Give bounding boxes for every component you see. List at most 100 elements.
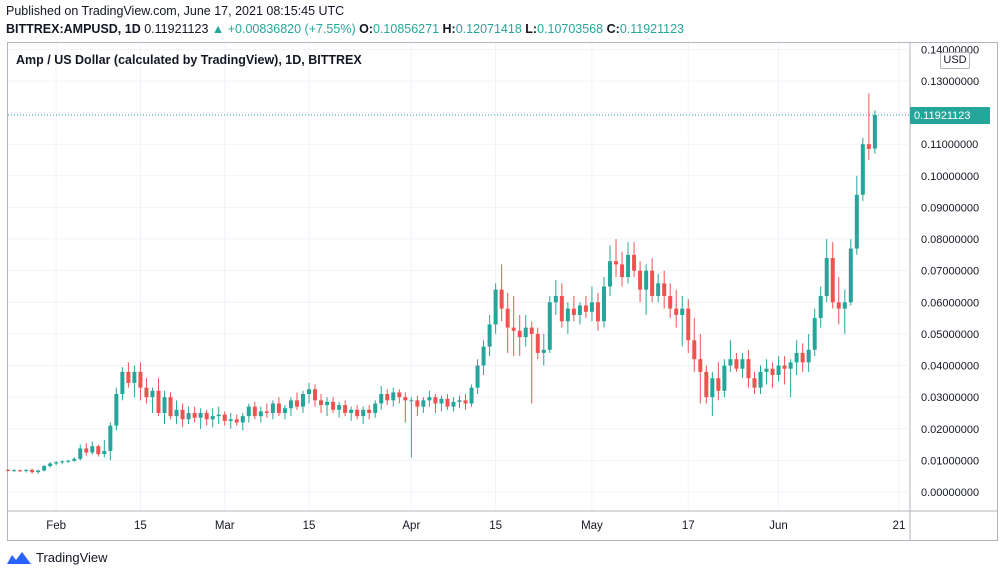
candle-body: [391, 392, 396, 401]
candle: [198, 408, 203, 429]
candle-body: [860, 144, 865, 195]
candle-body: [216, 414, 221, 417]
candle-body: [824, 258, 829, 296]
candle-body: [499, 289, 504, 309]
candle: [632, 242, 637, 277]
candle: [42, 464, 47, 472]
candle: [108, 422, 113, 461]
candle: [547, 295, 552, 353]
candle-body: [692, 340, 697, 360]
x-tick-label: Feb: [46, 520, 66, 532]
candle: [722, 359, 727, 398]
candle-body: [758, 371, 763, 388]
candle: [349, 406, 354, 421]
candle: [716, 362, 721, 401]
candle-body: [728, 359, 733, 366]
candle-body: [451, 401, 456, 407]
candle: [427, 390, 432, 407]
candle-body: [541, 349, 546, 353]
x-tick-label: Apr: [402, 520, 420, 532]
candle-body: [228, 419, 233, 421]
candle-body: [770, 368, 775, 376]
candle: [776, 356, 781, 382]
close-value: 0.11921123: [619, 22, 684, 36]
candle: [824, 239, 829, 303]
candle: [168, 392, 173, 420]
candle-body: [559, 295, 564, 322]
candle: [469, 384, 474, 407]
candle-body: [96, 446, 101, 455]
currency-button[interactable]: USD: [940, 52, 970, 69]
candle: [210, 408, 215, 428]
candle-body: [379, 394, 384, 404]
x-tick-label: 15: [303, 520, 316, 532]
candle-body: [349, 409, 354, 413]
candle-body: [475, 365, 480, 388]
candle-body: [427, 397, 432, 401]
candle-body: [746, 359, 751, 379]
candle-body: [319, 400, 324, 406]
candle-body: [66, 460, 71, 462]
candle-body: [553, 295, 558, 303]
candle: [571, 295, 576, 322]
candle: [276, 397, 281, 417]
grid: [8, 43, 908, 511]
candle-body: [511, 327, 516, 331]
x-tick-label: 15: [489, 520, 502, 532]
candle-body: [800, 352, 805, 363]
candle: [48, 461, 53, 468]
candle: [692, 318, 697, 372]
candle-body: [722, 365, 727, 391]
chart-title: Amp / US Dollar (calculated by TradingVi…: [16, 53, 362, 67]
candle: [84, 443, 89, 456]
candle: [439, 395, 444, 412]
candle: [66, 459, 71, 463]
candle: [138, 362, 143, 401]
candle-body: [740, 359, 745, 369]
high-label: H:: [442, 22, 456, 36]
candle: [620, 251, 625, 287]
candle: [860, 137, 865, 202]
candle-body: [282, 408, 287, 413]
candle-body: [48, 463, 53, 467]
candle-body: [114, 394, 119, 426]
candle: [848, 239, 853, 306]
candle: [812, 308, 817, 357]
candle-body: [698, 359, 703, 372]
candle-body: [78, 448, 83, 459]
chart-frame[interactable]: [7, 42, 998, 541]
candle-body: [704, 371, 709, 398]
candle-body: [481, 346, 486, 366]
candle: [704, 365, 709, 404]
candle-body: [385, 394, 390, 401]
candle-body: [523, 327, 528, 338]
candle-body: [54, 462, 59, 464]
y-tick-label: 0.07000000: [921, 266, 979, 278]
candle: [319, 394, 324, 413]
candle-body: [162, 397, 167, 413]
candle-body: [668, 295, 673, 309]
candle-body: [589, 302, 594, 312]
tradingview-logo[interactable]: TradingView: [6, 550, 108, 565]
candle: [626, 242, 631, 284]
candle: [96, 444, 101, 457]
candle-body: [656, 283, 661, 296]
low-label: L:: [525, 22, 538, 36]
candle: [698, 333, 703, 404]
candle-body: [674, 308, 679, 315]
candle-body: [565, 308, 570, 322]
candle-body: [90, 446, 95, 453]
candle-body: [186, 412, 191, 420]
candle: [608, 245, 612, 296]
candle: [72, 457, 77, 462]
candle: [264, 403, 269, 418]
candle-body: [638, 270, 643, 290]
candle: [535, 327, 540, 360]
candle-body: [493, 289, 498, 325]
candle-body: [168, 397, 173, 417]
candle: [36, 469, 41, 474]
candle-body: [830, 258, 835, 303]
candle: [872, 110, 877, 154]
candle: [487, 314, 492, 357]
